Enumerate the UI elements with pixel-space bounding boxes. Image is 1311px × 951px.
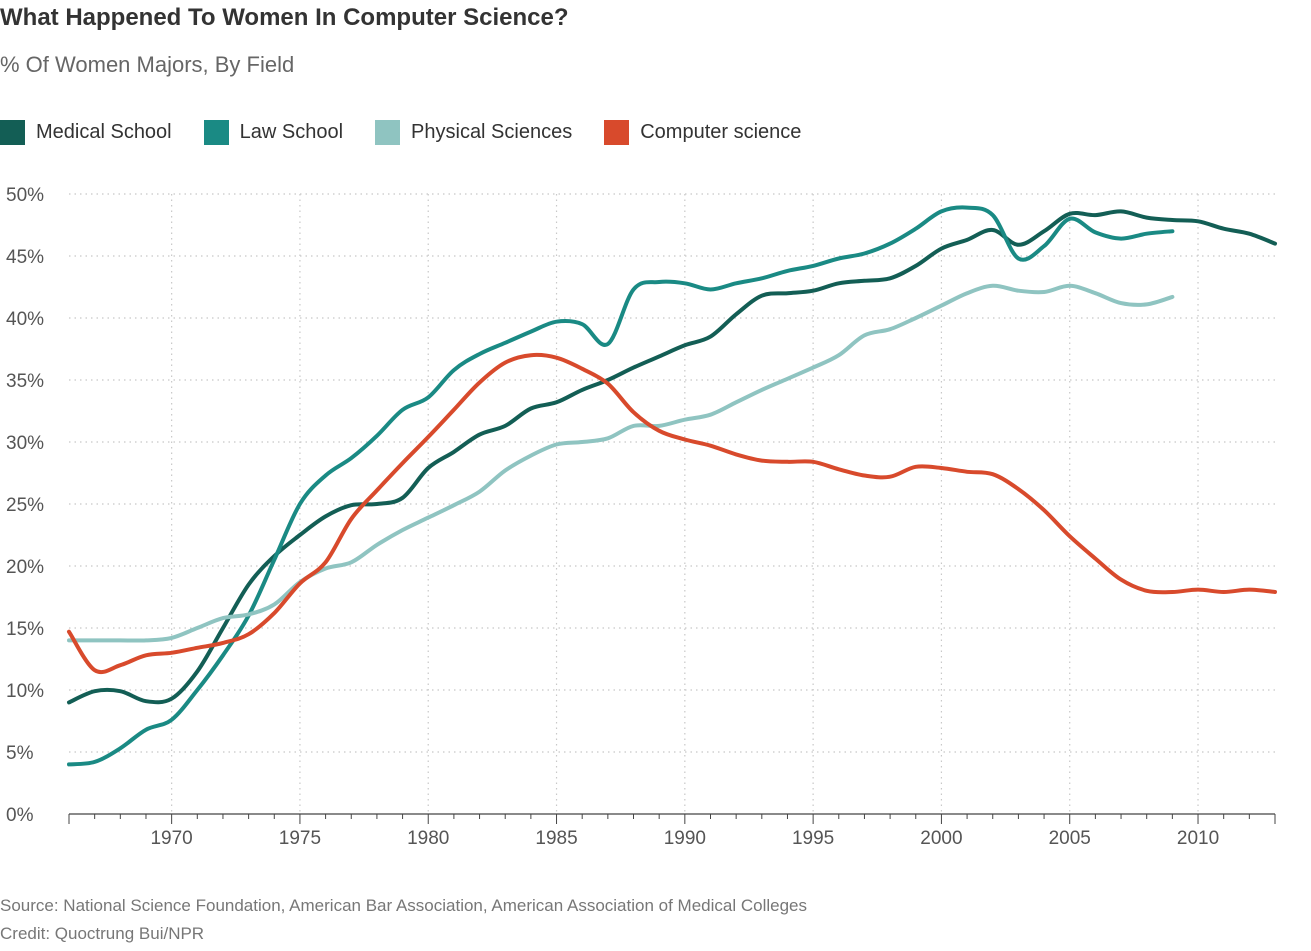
credit-note: Credit: Quoctrung Bui/NPR (0, 924, 205, 943)
series-lines (67, 205, 1277, 767)
x-tick-label: 1980 (407, 828, 449, 849)
y-tick-label: 45% (6, 247, 44, 268)
source-note: Source: National Science Foundation, Ame… (0, 896, 807, 915)
chart-title: What Happened To Women In Computer Scien… (0, 4, 569, 31)
chart-subtitle: % Of Women Majors, By Field (0, 52, 295, 77)
y-tick-label: 35% (6, 371, 44, 392)
legend-swatch-medical-school (0, 119, 25, 145)
series-line-computer-science (67, 352, 1277, 675)
legend-item-physical-sciences: Physical Sciences (375, 119, 573, 145)
legend-label-physical-sciences: Physical Sciences (411, 120, 573, 143)
x-tick-label: 2005 (1049, 828, 1091, 849)
legend-item-medical-school: Medical School (0, 119, 172, 145)
y-tick-label: 50% (6, 185, 44, 206)
y-tick-label: 0% (6, 805, 34, 826)
y-tick-label: 5% (6, 743, 34, 764)
legend-swatch-law-school (203, 119, 229, 145)
legend-swatch-computer-science (604, 119, 630, 145)
series-line-medical-school (67, 209, 1277, 705)
x-tick-label: 2010 (1177, 828, 1219, 849)
y-tick-label: 20% (6, 557, 44, 578)
legend-item-computer-science: Computer science (604, 119, 802, 145)
y-tick-label: 30% (6, 433, 44, 454)
x-tick-label: 1985 (535, 828, 577, 849)
series-line-physical-sciences (67, 283, 1175, 643)
legend-label-law-school: Law School (239, 120, 344, 143)
y-tick-label: 40% (6, 309, 44, 330)
legend-item-law-school: Law School (203, 119, 344, 145)
x-tick-label: 1970 (150, 828, 192, 849)
y-tick-label: 25% (6, 495, 44, 516)
legend-label-computer-science: Computer science (640, 120, 802, 143)
x-tick-label: 1990 (664, 828, 706, 849)
x-tick-label: 1995 (792, 828, 834, 849)
line-chart: 0% 5% 10% 15% 20% 25% 30% 35% 40% 45% 50% 1970 1975 1… (6, 185, 1277, 849)
x-tick-label: 1975 (279, 828, 321, 849)
series-line-law-school (67, 205, 1175, 767)
grid-lines (69, 193, 1275, 814)
legend: Medical School Law School Physical Scien… (0, 117, 833, 147)
x-tick-label: 2000 (920, 828, 962, 849)
y-tick-label: 10% (6, 681, 44, 702)
legend-swatch-physical-sciences (375, 119, 401, 145)
y-tick-label: 15% (6, 619, 44, 640)
axes: 0% 5% 10% 15% 20% 25% 30% 35% 40% 45% 50% 1970 1975 1… (6, 185, 1276, 849)
legend-label-medical-school: Medical School (36, 120, 172, 143)
